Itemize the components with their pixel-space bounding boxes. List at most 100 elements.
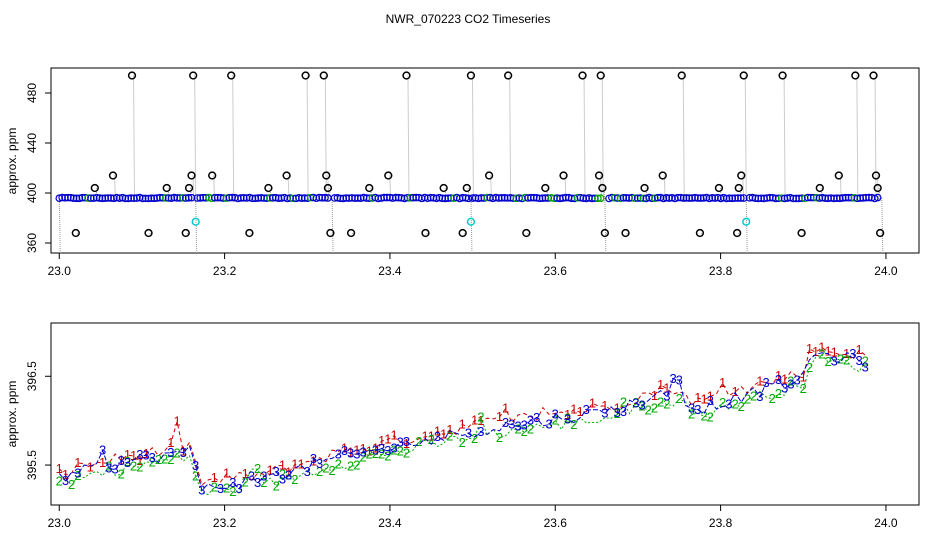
series-point-3: 3 xyxy=(353,446,360,461)
drop-line xyxy=(490,175,493,203)
series-point-2: 2 xyxy=(564,410,571,425)
panel-filtered-x-tick-label: 23.6 xyxy=(544,516,568,530)
baseline-point xyxy=(144,194,153,203)
outlier-point xyxy=(873,183,882,193)
series-point-3: 3 xyxy=(521,418,528,433)
series-point-2: 2 xyxy=(378,446,385,461)
baseline-point xyxy=(622,194,631,202)
series-point-2: 2 xyxy=(552,412,559,427)
panel-filtered-axes: 23.0 23.2 23.4 23.6 23.8 24.0 395.5 396.5 xyxy=(25,361,898,530)
series-point-2: 2 xyxy=(824,354,831,369)
series-point-3: 3 xyxy=(855,353,862,368)
outlier-point xyxy=(322,171,331,180)
panel-filtered-y-tick-label: 395.5 xyxy=(25,450,39,480)
baseline-point xyxy=(659,194,668,203)
baseline-point xyxy=(734,194,742,202)
series-point-2: 2 xyxy=(254,461,261,476)
series-line-1 xyxy=(58,347,866,486)
drop-line xyxy=(133,75,136,203)
baseline-point xyxy=(58,193,66,202)
baseline-point xyxy=(461,194,470,202)
outlier-point xyxy=(439,183,448,193)
series-point-2: 2 xyxy=(800,381,807,396)
series-point-2: 2 xyxy=(242,474,249,489)
baseline-point xyxy=(84,194,92,202)
outlier-point xyxy=(734,183,743,193)
series-point-2: 2 xyxy=(105,458,112,473)
series-point-1: 1 xyxy=(130,448,137,463)
series-point-1: 1 xyxy=(700,392,707,407)
series-point-3: 3 xyxy=(787,376,794,391)
outlier-point xyxy=(695,228,705,238)
series-point-3: 3 xyxy=(384,443,391,458)
baseline-point xyxy=(737,194,745,202)
baseline-point xyxy=(625,194,633,202)
series-point-3: 3 xyxy=(279,471,286,486)
series-point-3: 3 xyxy=(229,475,236,490)
baseline-point xyxy=(722,194,731,203)
series-point-1: 1 xyxy=(341,441,348,456)
panel-raw-x-tick-label: 23.0 xyxy=(48,264,72,278)
series-point-3: 3 xyxy=(638,397,645,412)
series-point-3: 3 xyxy=(601,405,608,420)
series-point-3: 3 xyxy=(502,415,509,430)
panel-raw-x-tick-label: 24.0 xyxy=(874,264,898,278)
outlier-point xyxy=(421,228,430,238)
figure-title: NWR_070223 CO2 Timeseries xyxy=(386,12,551,26)
baseline-point xyxy=(75,194,84,203)
panel-raw-x-tick-label: 23.2 xyxy=(213,264,237,278)
series-point-2: 2 xyxy=(818,347,825,362)
panel-filtered-x-tick-label: 23.8 xyxy=(709,516,733,530)
outlier-point xyxy=(71,228,80,238)
series-point-3: 3 xyxy=(831,354,838,369)
series-point-1: 1 xyxy=(378,433,385,448)
series-point-2: 2 xyxy=(390,442,397,457)
series-point-2: 2 xyxy=(74,468,81,483)
series-point-1: 1 xyxy=(855,342,862,357)
baseline-point xyxy=(124,194,133,203)
series-point-1: 1 xyxy=(806,341,813,356)
series-point-2: 2 xyxy=(118,466,125,481)
series-point-3: 3 xyxy=(62,473,69,488)
series-point-3: 3 xyxy=(694,402,701,417)
panel-filtered-frame xyxy=(50,322,920,506)
series-point-2: 2 xyxy=(415,434,422,449)
baseline-point xyxy=(665,194,674,202)
baseline-point xyxy=(133,194,141,202)
panel-raw-frame xyxy=(50,67,920,254)
series-point-1: 1 xyxy=(403,436,410,451)
series-point-2: 2 xyxy=(862,354,869,369)
series-point-3: 3 xyxy=(260,469,267,484)
series-point-2: 2 xyxy=(496,430,503,445)
panel-raw-axes: 23.0 23.2 23.4 23.6 23.8 24.0 360 400 440 480 xyxy=(25,83,898,278)
series-point-1: 1 xyxy=(297,457,304,472)
series-point-3: 3 xyxy=(707,393,714,408)
baseline-point xyxy=(631,194,639,203)
baseline-point xyxy=(156,193,164,202)
series-point-1: 1 xyxy=(347,445,354,460)
baseline-point xyxy=(101,194,110,202)
baseline-point xyxy=(676,193,685,202)
series-point-2: 2 xyxy=(521,424,528,439)
series-point-2: 2 xyxy=(124,454,131,469)
series-point-2: 2 xyxy=(167,452,174,467)
series-point-3: 3 xyxy=(310,451,317,466)
drop-line xyxy=(306,75,309,203)
outlier-point xyxy=(594,171,604,180)
series-point-1: 1 xyxy=(87,460,94,475)
series-point-1: 1 xyxy=(167,435,174,450)
outlier-point xyxy=(264,183,273,193)
panel-raw-data xyxy=(55,71,885,254)
series-point-3: 3 xyxy=(614,405,621,420)
series-point-1: 1 xyxy=(421,429,428,444)
baseline-point xyxy=(464,194,473,203)
series-point-1: 1 xyxy=(719,375,726,390)
series-point-3: 3 xyxy=(508,417,515,432)
series-point-3: 3 xyxy=(403,434,410,449)
outlier-point xyxy=(384,171,393,180)
series-point-1: 1 xyxy=(812,344,819,359)
series-point-1: 1 xyxy=(390,428,397,443)
series-point-1: 1 xyxy=(446,422,453,437)
series-point-3: 3 xyxy=(347,445,354,460)
